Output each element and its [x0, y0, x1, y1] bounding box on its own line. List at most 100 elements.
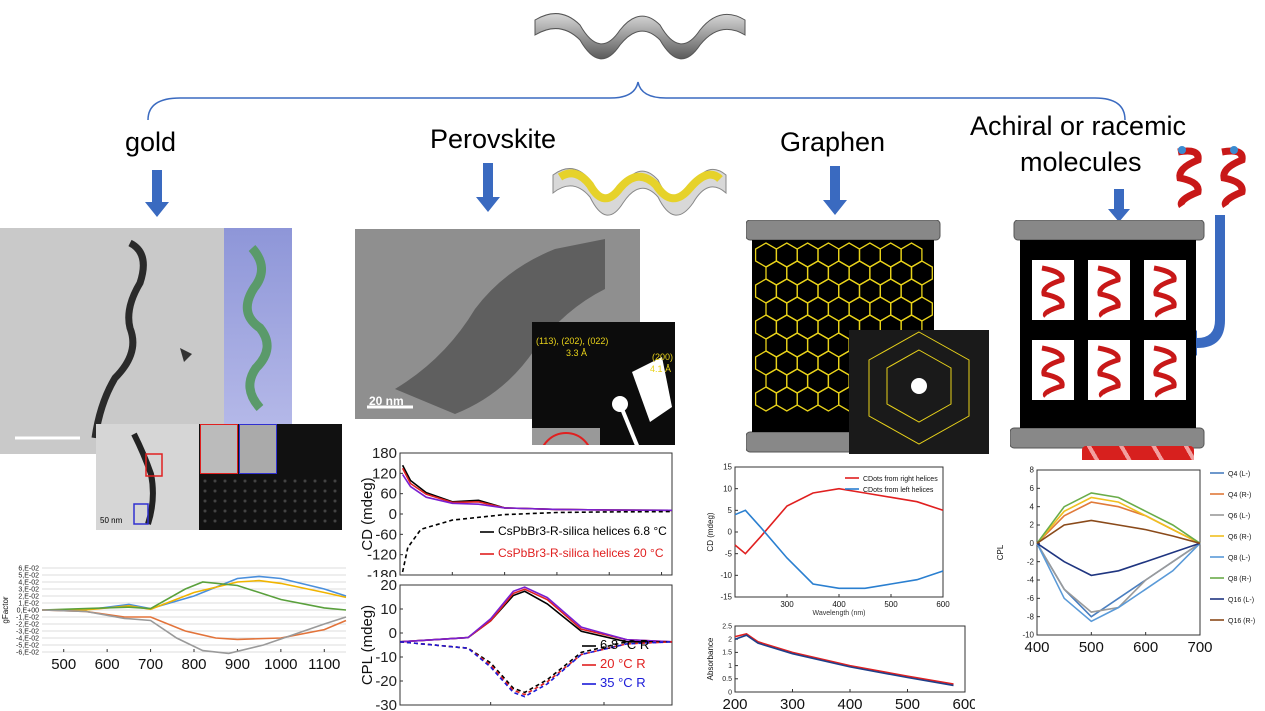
- gold-inset-panel: 50 nm: [96, 424, 342, 530]
- scale-label: 50 nm: [100, 516, 123, 525]
- y-tick-label: -8: [1027, 612, 1035, 621]
- diffraction-label: (113), (202), (022): [536, 336, 609, 346]
- achiral-canister-image: [1010, 220, 1205, 449]
- y-tick-label: 1.5: [722, 650, 732, 657]
- chart-background: [705, 457, 955, 622]
- x-tick-label: 300: [780, 600, 794, 609]
- x-tick-label: 400: [832, 600, 846, 609]
- y-tick-label: 20: [380, 577, 397, 594]
- x-tick-label: 550: [591, 709, 616, 711]
- y-tick-label: 1: [728, 663, 732, 670]
- y-tick-label: 0.5: [722, 676, 732, 683]
- arrow-down-icon: [145, 170, 169, 217]
- title-achiral-line1: Achiral or racemic: [970, 111, 1187, 141]
- x-tick-label: 500: [895, 696, 920, 711]
- y-tick-label: 120: [372, 465, 397, 482]
- legend-label: Q6 (L-): [1228, 513, 1250, 520]
- scale-label: 20 nm: [369, 394, 404, 408]
- x-tick-label: 400: [837, 696, 862, 711]
- legend-label: 20 °C R: [600, 656, 646, 671]
- y-tick-label: -2,E-02: [16, 621, 39, 628]
- series-line: [734, 487, 944, 555]
- chart-background: [0, 560, 352, 700]
- chart-graphen-cd: 15 10 5 0 -5 -10 -15 300 400 500 600 CD (mdeg) Wavel…: [705, 457, 955, 622]
- y-tick-label: -6: [1027, 594, 1035, 603]
- y-axis-label: CD (mdeg): [706, 512, 715, 551]
- legend-label: Q8 (L-): [1228, 555, 1250, 562]
- x-tick-label: 1100: [308, 656, 340, 673]
- y-tick-label: -10: [720, 571, 732, 580]
- x-tick-label: 600: [936, 600, 950, 609]
- y-tick-label: -3,E-02: [16, 628, 39, 635]
- series-line: [41, 581, 347, 611]
- x-tick-label: 700: [1187, 639, 1212, 656]
- legend-label: CDots from right helices: [863, 476, 938, 483]
- fft-image: [849, 330, 989, 454]
- legend-label: Q16 (L-): [1228, 597, 1254, 604]
- y-tick-label: 5,E-02: [18, 572, 39, 579]
- y-tick-label: -5: [725, 549, 733, 558]
- title-perovskite: Perovskite: [430, 124, 557, 154]
- chart-perovskite-cpl: 20 10 0 -10 -20 -30 500 550 CPL (mdeg) 6.8 °C R 20…: [358, 577, 678, 711]
- y-tick-label: 0: [389, 506, 397, 523]
- title-graphen: Graphen: [780, 127, 886, 157]
- diffraction-label: (200): [652, 352, 674, 362]
- y-tick-label: 2: [728, 637, 732, 644]
- y-axis-label: CD (mdeg): [359, 477, 376, 550]
- series-line: [1036, 542, 1201, 577]
- x-tick-label: 200: [722, 696, 747, 711]
- y-tick-label: 180: [372, 445, 397, 462]
- y-tick-label: -30: [375, 697, 397, 711]
- series-line: [734, 509, 944, 590]
- y-tick-label: 8: [1030, 466, 1035, 475]
- y-tick-label: -4: [1027, 576, 1035, 585]
- legend-label: 35 °C R: [600, 675, 646, 690]
- y-tick-label: -6,E-02: [16, 649, 39, 656]
- series-line: [1036, 542, 1201, 623]
- arrow-down-icon: [1108, 189, 1130, 222]
- y-tick-label: -4,E-02: [16, 635, 39, 642]
- y-tick-label: 0: [389, 625, 397, 642]
- series-line: [401, 510, 673, 573]
- arrow-down-icon: [476, 163, 500, 212]
- legend-label: Q4 (R-): [1228, 492, 1251, 499]
- y-tick-label: 2,E-02: [18, 593, 39, 600]
- x-axis-label: Wavelength (nm): [812, 610, 865, 617]
- legend-label: CsPbBr3-R-silica helices 20 °C: [498, 546, 664, 560]
- y-tick-label: 0: [728, 528, 733, 537]
- y-tick-label: 3,E-02: [18, 586, 39, 593]
- diffraction-label: 4.1 Å: [650, 364, 672, 374]
- x-tick-label: 400: [1024, 639, 1049, 656]
- red-helix-image: [1176, 146, 1246, 208]
- series-line: [734, 633, 954, 685]
- y-tick-label: -60: [375, 526, 397, 543]
- chart-background: [358, 445, 678, 585]
- y-tick-label: -10: [375, 649, 397, 666]
- x-tick-label: 500: [478, 709, 503, 711]
- y-tick-label: -120: [367, 547, 397, 564]
- y-axis-label: gFactor: [1, 596, 10, 623]
- chart-perovskite-cd: 180120600-60-120-180200300400500600700CD…: [358, 445, 678, 585]
- legend-label: Q16 (R-): [1228, 618, 1255, 625]
- y-axis-label: Absorbance: [706, 637, 715, 680]
- y-tick-label: 0,E+00: [17, 607, 39, 614]
- y-tick-label: 2.5: [722, 623, 732, 630]
- y-tick-label: -5,E-02: [16, 642, 39, 649]
- y-tick-label: 0: [728, 689, 732, 696]
- series-line: [401, 473, 673, 512]
- chart-gold-gfactor: 6,E-025,E-024,E-023,E-022,E-021,E-020,E+…: [0, 560, 352, 700]
- x-tick-label: 600: [1133, 639, 1158, 656]
- series-line: [1036, 492, 1201, 544]
- plot-frame: [399, 584, 673, 706]
- legend-label: CsPbBr3-R-silica helices 6.8 °C: [498, 524, 667, 538]
- y-tick-label: 15: [723, 463, 732, 472]
- x-tick-label: 600: [952, 696, 975, 711]
- y-axis-label: CPL: [996, 544, 1005, 560]
- category-brace: [147, 81, 1126, 121]
- x-tick-label: 800: [181, 656, 206, 673]
- x-tick-label: 700: [138, 656, 163, 673]
- curved-arrow-icon: [1185, 215, 1225, 356]
- x-tick-label: 300: [780, 696, 805, 711]
